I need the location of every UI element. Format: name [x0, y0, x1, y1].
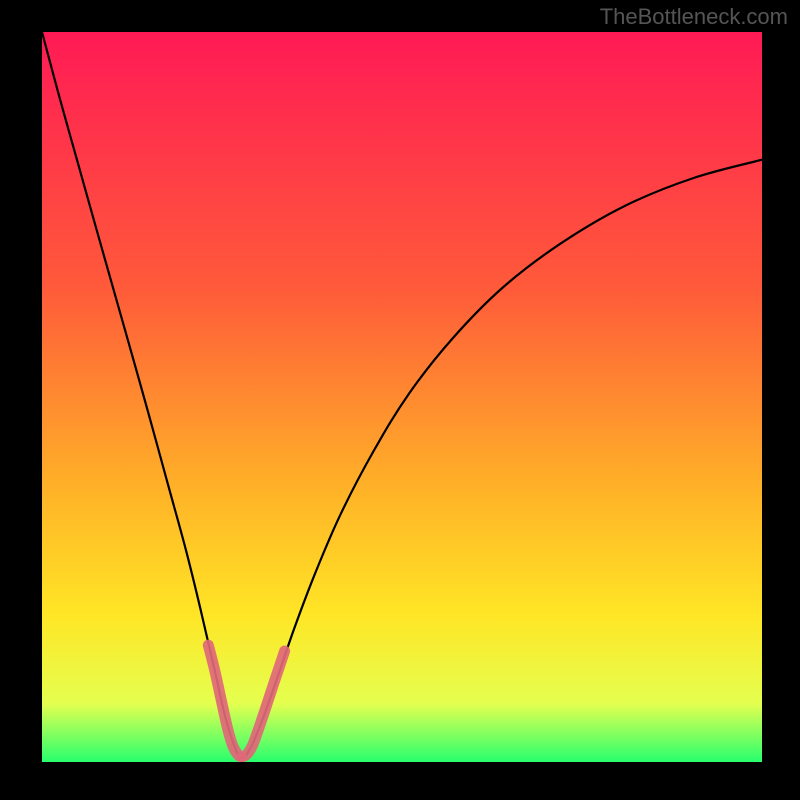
chart-container: TheBottleneck.com	[0, 0, 800, 800]
watermark-text: TheBottleneck.com	[600, 4, 788, 30]
bottleneck-curve	[42, 32, 762, 759]
curve-svg	[42, 32, 762, 762]
highlight-marker-0	[208, 645, 241, 757]
plot-area	[42, 32, 762, 762]
highlight-marker-1	[241, 651, 284, 757]
